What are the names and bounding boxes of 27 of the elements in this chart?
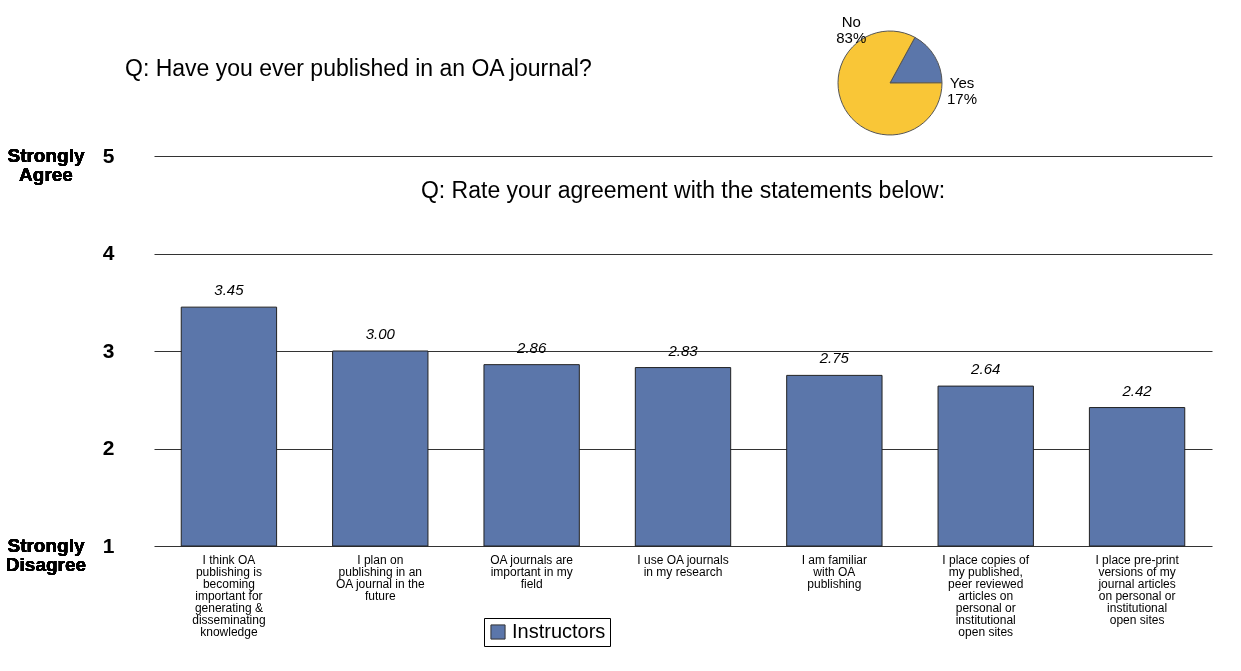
x-tick-label: I think OA publishing is becoming important for generating & disseminating knowledge [192,552,266,639]
y-tick-label: 2 [102,436,115,459]
data-label: 17% [946,89,978,107]
data-label: 2.42 [1121,381,1153,399]
data-label: 83% [836,29,867,47]
pie-slice [837,30,943,136]
slice-label: Yes [949,73,975,91]
x-tick-label: I use OA journals in my research [637,552,729,579]
text: Q: Have you ever published in an OA journal? [125,55,592,81]
text: Strongly Agree [7,145,85,185]
x-tick-label: I am familiar with OA publishing [801,552,868,591]
data-label: 3.45 [214,281,245,299]
x-tick-label: I place copies of my published, peer reviewed articles on personal or institutional open sites [942,552,1030,639]
data-label: 3.00 [365,325,396,342]
y-tick-label: 5 [102,143,115,167]
data-label: 2.75 [818,349,850,367]
x-tick-label: I plan on publishing in an OA journal in the future [335,552,425,603]
text: Strongly Disagree [5,535,87,575]
legend-label: Instructors [512,620,606,642]
y-tick-label: 3 [102,338,115,362]
x-tick-label: OA journals are important in my field [490,552,574,591]
x-tick-label: I place pre-print versions of my journal articles on personal or institutional open sites [1095,552,1180,627]
y-tick-label: 1 [102,533,115,557]
data-label: 2.64 [970,360,1001,378]
slice-label: No [841,13,861,31]
text: Q: Rate your agreement with the statements below: [420,177,946,203]
y-tick-label: 4 [102,241,115,264]
